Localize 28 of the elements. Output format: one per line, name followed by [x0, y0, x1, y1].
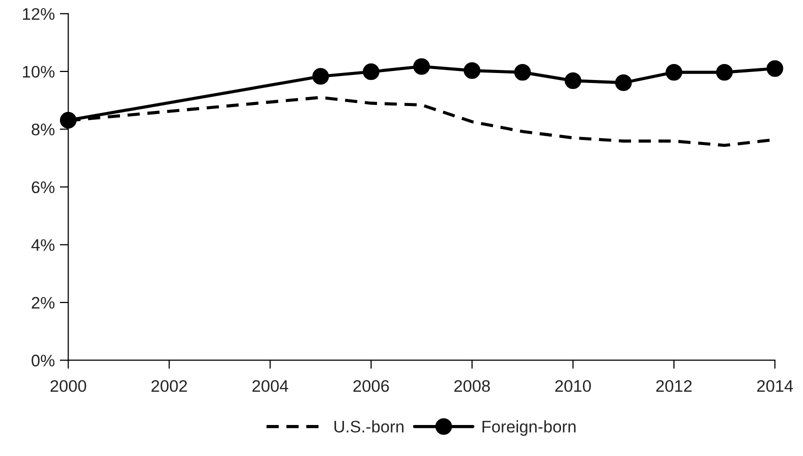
x-tick-label: 2000 — [50, 380, 86, 392]
y-tick-label: 10% — [22, 66, 54, 78]
y-tick-label: 12% — [22, 8, 54, 20]
point — [362, 63, 380, 80]
point — [666, 64, 682, 81]
point — [413, 58, 430, 75]
x-tick-label: 2004 — [252, 380, 288, 392]
point — [312, 68, 329, 85]
point — [464, 62, 480, 79]
y-tick-label: 4% — [31, 239, 54, 251]
x-tick-label: 2010 — [555, 380, 591, 392]
legend-label: U.S.-born — [334, 420, 404, 433]
x-tick-label: 2014 — [757, 380, 793, 392]
y-tick-label: 8% — [32, 124, 54, 136]
point — [514, 64, 531, 81]
point — [564, 72, 582, 90]
legend-label: Foreign-born — [482, 420, 576, 436]
point — [615, 74, 632, 92]
point — [60, 112, 77, 129]
x-tick-label: 2012 — [656, 380, 692, 392]
y-tick-label: 6% — [32, 181, 54, 194]
x-tick-label: 2006 — [353, 380, 389, 392]
point — [766, 60, 784, 77]
y-tick-label: 0% — [32, 354, 54, 366]
x-tick-label: 2008 — [454, 380, 490, 392]
x-tick-label: 2002 — [152, 380, 187, 392]
point — [716, 64, 733, 81]
y-tick-label: 2% — [32, 296, 54, 309]
